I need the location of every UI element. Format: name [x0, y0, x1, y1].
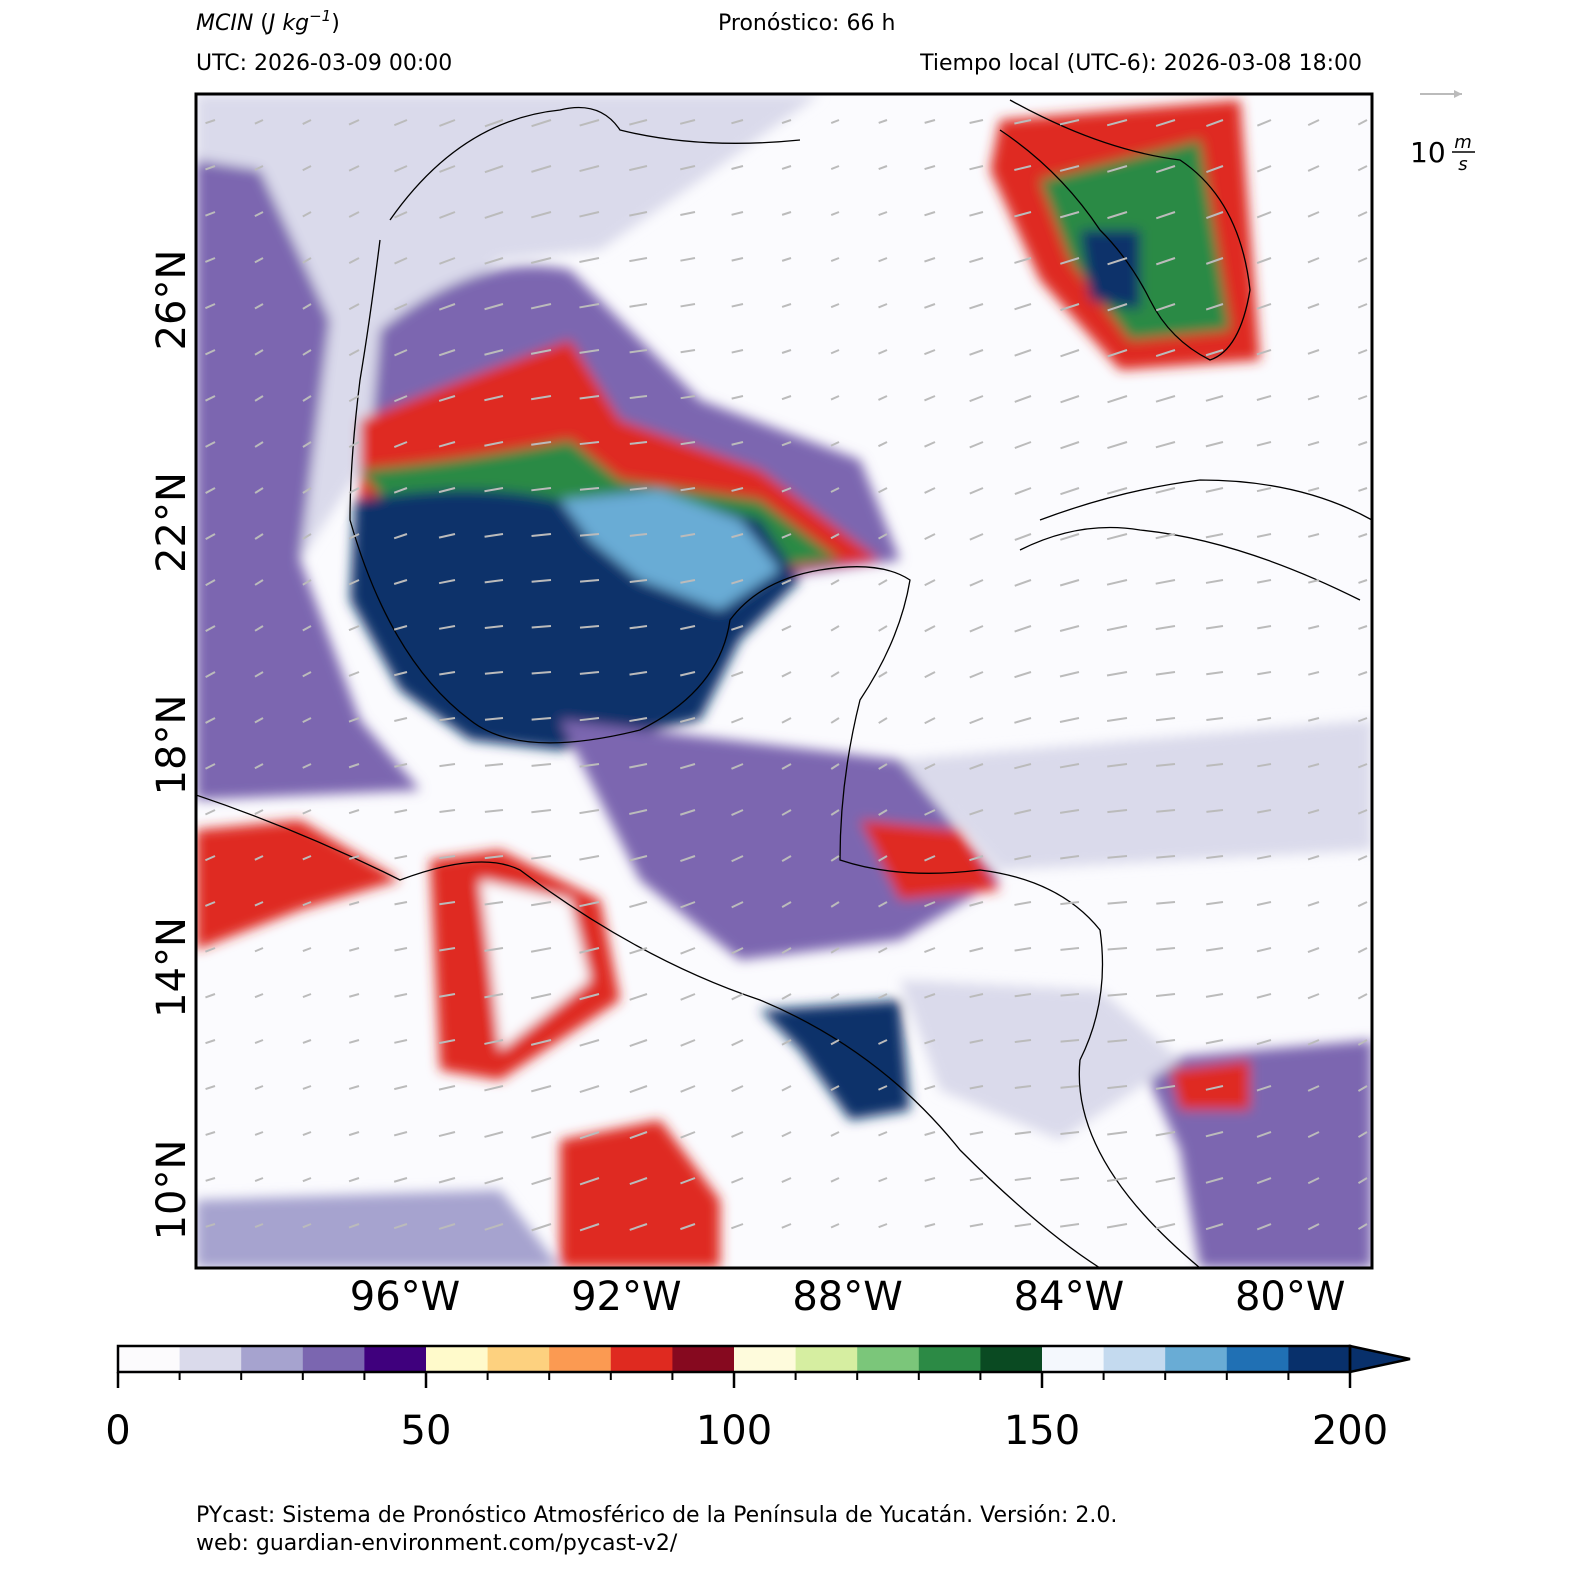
- lon-label: 80°W: [1235, 1274, 1345, 1320]
- colorbar-segment: [918, 1346, 981, 1372]
- lat-label: 10°N: [149, 1140, 195, 1241]
- colorbar-segment: [118, 1346, 181, 1372]
- lat-label: 14°N: [149, 917, 195, 1018]
- wind-unit-den: s: [1458, 154, 1467, 175]
- footer-line1: PYcast: Sistema de Pronóstico Atmosféric…: [196, 1503, 1117, 1528]
- wind-reference-value: 10: [1410, 136, 1446, 169]
- colorbar-segment: [426, 1346, 489, 1372]
- colorbar-segment: [549, 1346, 612, 1372]
- lon-label: 88°W: [792, 1274, 902, 1320]
- colorbar-tick-label: 200: [1312, 1408, 1388, 1454]
- colorbar-segment: [1165, 1346, 1228, 1372]
- colorbar-segment: [857, 1346, 920, 1372]
- colorbar-tick-label: 0: [105, 1408, 130, 1454]
- map-field: [196, 94, 1372, 1268]
- utc-time: UTC: 2026-03-09 00:00: [196, 51, 452, 76]
- lon-label: 96°W: [350, 1274, 460, 1320]
- colorbar-segment: [1042, 1346, 1105, 1372]
- lat-label: 18°N: [149, 695, 195, 796]
- forecast: Pronóstico: 66 h: [718, 11, 895, 36]
- lon-labels: 96°W 92°W 88°W 84°W 80°W: [350, 1274, 1346, 1320]
- colorbar-segment: [980, 1346, 1043, 1372]
- lat-labels: 26°N 22°N 18°N 14°N 10°N: [149, 250, 195, 1241]
- lon-label: 92°W: [571, 1274, 681, 1320]
- variable: MCIN: [196, 11, 253, 36]
- colorbar-segment: [364, 1346, 427, 1372]
- colorbar-segment: [610, 1346, 673, 1372]
- colorbar-segment: [734, 1346, 797, 1372]
- footer-line2: web: guardian-environment.com/pycast-v2/: [196, 1531, 678, 1556]
- colorbar-tick-label: 150: [1004, 1408, 1080, 1454]
- lat-label: 26°N: [149, 250, 195, 351]
- local-time: Tiempo local (UTC-6): 2026-03-08 18:00: [919, 51, 1362, 76]
- unit: J kg: [265, 11, 309, 36]
- unit-exponent: −1: [309, 7, 331, 25]
- lon-label: 84°W: [1014, 1274, 1124, 1320]
- colorbar: 0 50 100 150 200: [105, 1344, 1411, 1454]
- colorbar-segment: [1288, 1346, 1351, 1372]
- colorbar-tick-label: 50: [401, 1408, 452, 1454]
- colorbar-segment: [487, 1346, 550, 1372]
- wind-reference-head: [1454, 90, 1462, 98]
- colorbar-segment: [1103, 1346, 1166, 1372]
- colorbar-segment: [179, 1346, 242, 1372]
- colorbar-segment: [1226, 1346, 1289, 1372]
- colorbar-segment: [302, 1346, 365, 1372]
- lat-label: 22°N: [149, 472, 195, 573]
- colorbar-segment: [672, 1346, 735, 1372]
- colorbar-tick-label: 100: [696, 1408, 772, 1454]
- colorbar-segment: [795, 1346, 858, 1372]
- wind-unit-num: m: [1454, 132, 1472, 153]
- variable-title: MCIN (J kg−1): [196, 7, 340, 36]
- colorbar-segment: [241, 1346, 304, 1372]
- colorbar-extend: [1348, 1344, 1411, 1374]
- map-frame: [194, 92, 1374, 1270]
